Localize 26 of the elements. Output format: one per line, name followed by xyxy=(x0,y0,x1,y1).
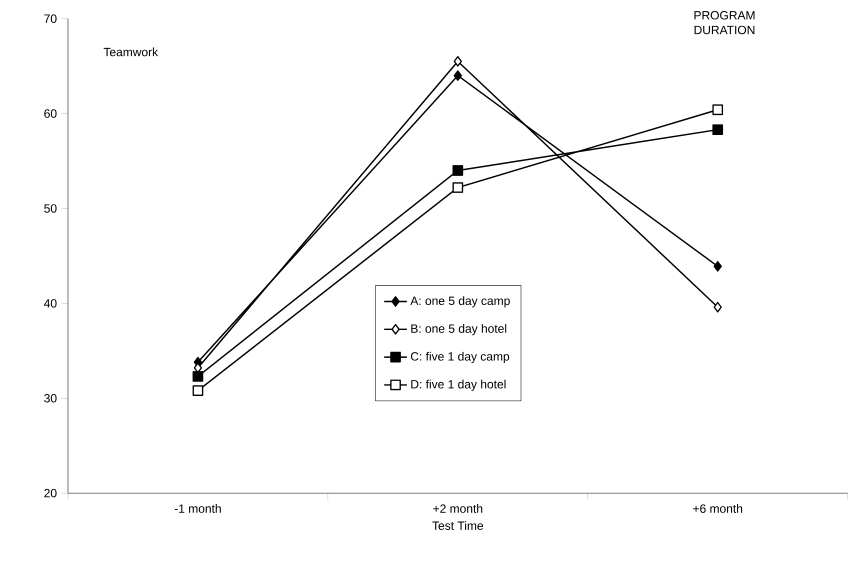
annotation: PROGRAM DURATION xyxy=(694,11,754,34)
point xyxy=(714,302,722,312)
y-tick-label: 30 xyxy=(44,394,57,402)
point xyxy=(452,182,464,193)
point xyxy=(192,371,204,382)
point xyxy=(452,165,464,176)
point xyxy=(712,104,724,116)
point xyxy=(454,70,462,81)
point xyxy=(192,385,204,396)
legend-label: B: one 5 day hotel xyxy=(411,324,506,336)
legend-label: A: one 5 day camp xyxy=(410,296,510,308)
y-tick-label: 60 xyxy=(44,109,57,118)
y-tick-label: 50 xyxy=(44,204,57,213)
point xyxy=(712,124,724,135)
x-tick-label: +6 month xyxy=(693,504,742,513)
annotation: Teamwork xyxy=(104,47,158,56)
legend-label: D: five 1 day hotel xyxy=(411,380,506,391)
legend-label: C: five 1 day camp xyxy=(410,352,510,363)
y-tick-label: 40 xyxy=(44,299,57,308)
x-tick-label: +2 month xyxy=(433,504,482,513)
y-tick-label: 20 xyxy=(44,488,57,498)
point xyxy=(454,56,462,67)
x-tick-label: -1 month xyxy=(174,504,221,513)
y-tick-label: 70 xyxy=(44,14,57,23)
x-axis-title: Test Time xyxy=(432,521,484,530)
point xyxy=(714,260,722,272)
